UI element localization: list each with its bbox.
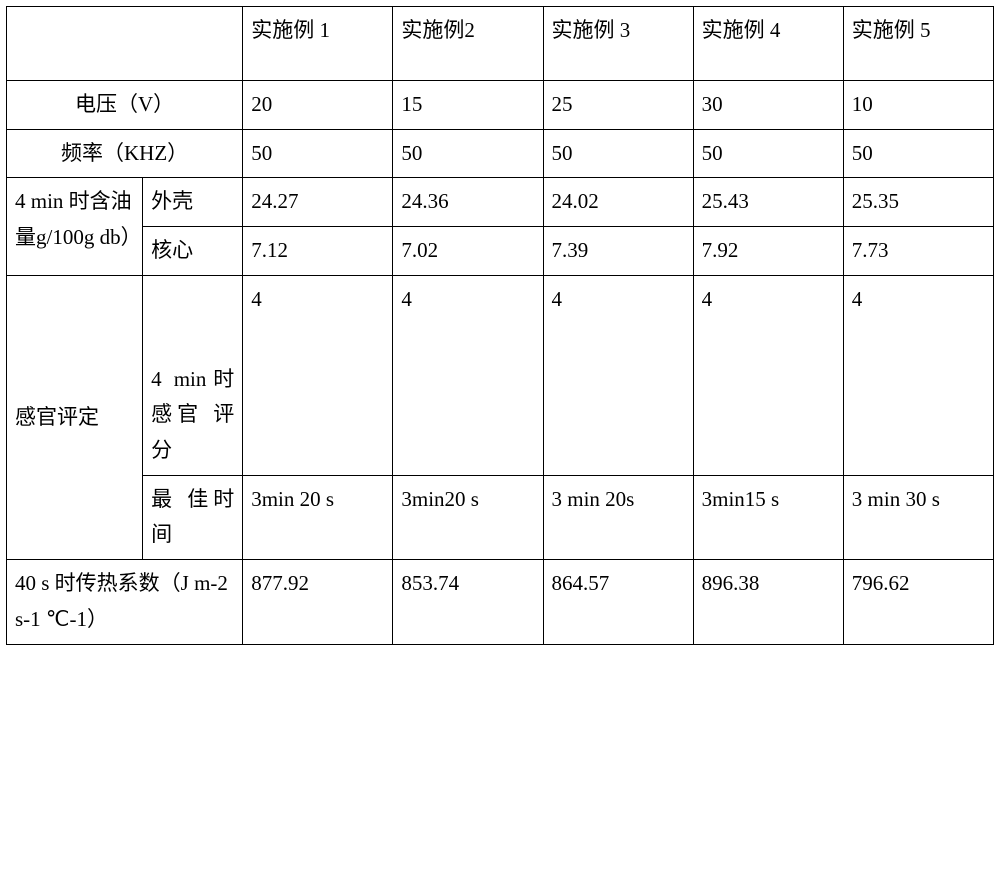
cell-value: 3 min 20s (543, 475, 693, 559)
cell-value: 896.38 (693, 560, 843, 644)
table-row: 频率（KHZ） 50 50 50 50 50 (7, 129, 994, 178)
sub-label-score-4min: 4 min时 感官 评分 (143, 275, 243, 475)
row-label-voltage: 电压（V） (7, 81, 243, 130)
cell-value: 3 min 30 s (843, 475, 993, 559)
table-row: 40 s 时传热系数（J m-2 s-1 ℃-1） 877.92 853.74 … (7, 560, 994, 644)
cell-value: 7.12 (243, 227, 393, 276)
cell-value: 50 (693, 129, 843, 178)
cell-value: 796.62 (843, 560, 993, 644)
cell-value: 25.43 (693, 178, 843, 227)
cell-value: 24.02 (543, 178, 693, 227)
table-row: 电压（V） 20 15 25 30 10 (7, 81, 994, 130)
cell-value: 7.92 (693, 227, 843, 276)
cell-value: 25.35 (843, 178, 993, 227)
table-row: 最 佳时间 3min 20 s 3min20 s 3 min 20s 3min1… (7, 475, 994, 559)
cell-value: 10 (843, 81, 993, 130)
cell-value: 24.36 (393, 178, 543, 227)
sub-label-core: 核心 (143, 227, 243, 276)
row-label-heat-coeff: 40 s 时传热系数（J m-2 s-1 ℃-1） (7, 560, 243, 644)
col-header: 实施例 1 (243, 7, 393, 81)
table-row: 4 min 时含油量g/100g db） 外壳 24.27 24.36 24.0… (7, 178, 994, 227)
cell-value: 4 (393, 275, 543, 475)
table-row: 实施例 1 实施例2 实施例 3 实施例 4 实施例 5 (7, 7, 994, 81)
cell-value: 50 (843, 129, 993, 178)
cell-value: 3min20 s (393, 475, 543, 559)
cell-value: 4 (543, 275, 693, 475)
col-header: 实施例2 (393, 7, 543, 81)
cell-value: 50 (393, 129, 543, 178)
cell-value: 24.27 (243, 178, 393, 227)
cell-value: 50 (543, 129, 693, 178)
data-table: 实施例 1 实施例2 实施例 3 实施例 4 实施例 5 电压（V） 20 15… (6, 6, 994, 645)
table-row: 核心 7.12 7.02 7.39 7.92 7.73 (7, 227, 994, 276)
cell-value: 20 (243, 81, 393, 130)
cell-value: 30 (693, 81, 843, 130)
cell-value: 7.02 (393, 227, 543, 276)
col-header: 实施例 4 (693, 7, 843, 81)
cell-value: 4 (243, 275, 393, 475)
cell-value: 7.39 (543, 227, 693, 276)
cell-value: 15 (393, 81, 543, 130)
table-row: 感官评定 4 min时 感官 评分 4 4 4 4 4 (7, 275, 994, 475)
cell-value: 853.74 (393, 560, 543, 644)
cell-value: 25 (543, 81, 693, 130)
sub-label-shell: 外壳 (143, 178, 243, 227)
col-header: 实施例 5 (843, 7, 993, 81)
row-label-sensory: 感官评定 (7, 275, 143, 559)
header-blank (7, 7, 243, 81)
cell-value: 877.92 (243, 560, 393, 644)
cell-value: 3min15 s (693, 475, 843, 559)
row-label-oil: 4 min 时含油量g/100g db） (7, 178, 143, 275)
row-label-frequency: 频率（KHZ） (7, 129, 243, 178)
cell-value: 4 (843, 275, 993, 475)
col-header: 实施例 3 (543, 7, 693, 81)
cell-value: 4 (693, 275, 843, 475)
cell-value: 50 (243, 129, 393, 178)
cell-value: 3min 20 s (243, 475, 393, 559)
cell-value: 7.73 (843, 227, 993, 276)
cell-value: 864.57 (543, 560, 693, 644)
sub-label-best-time: 最 佳时间 (143, 475, 243, 559)
